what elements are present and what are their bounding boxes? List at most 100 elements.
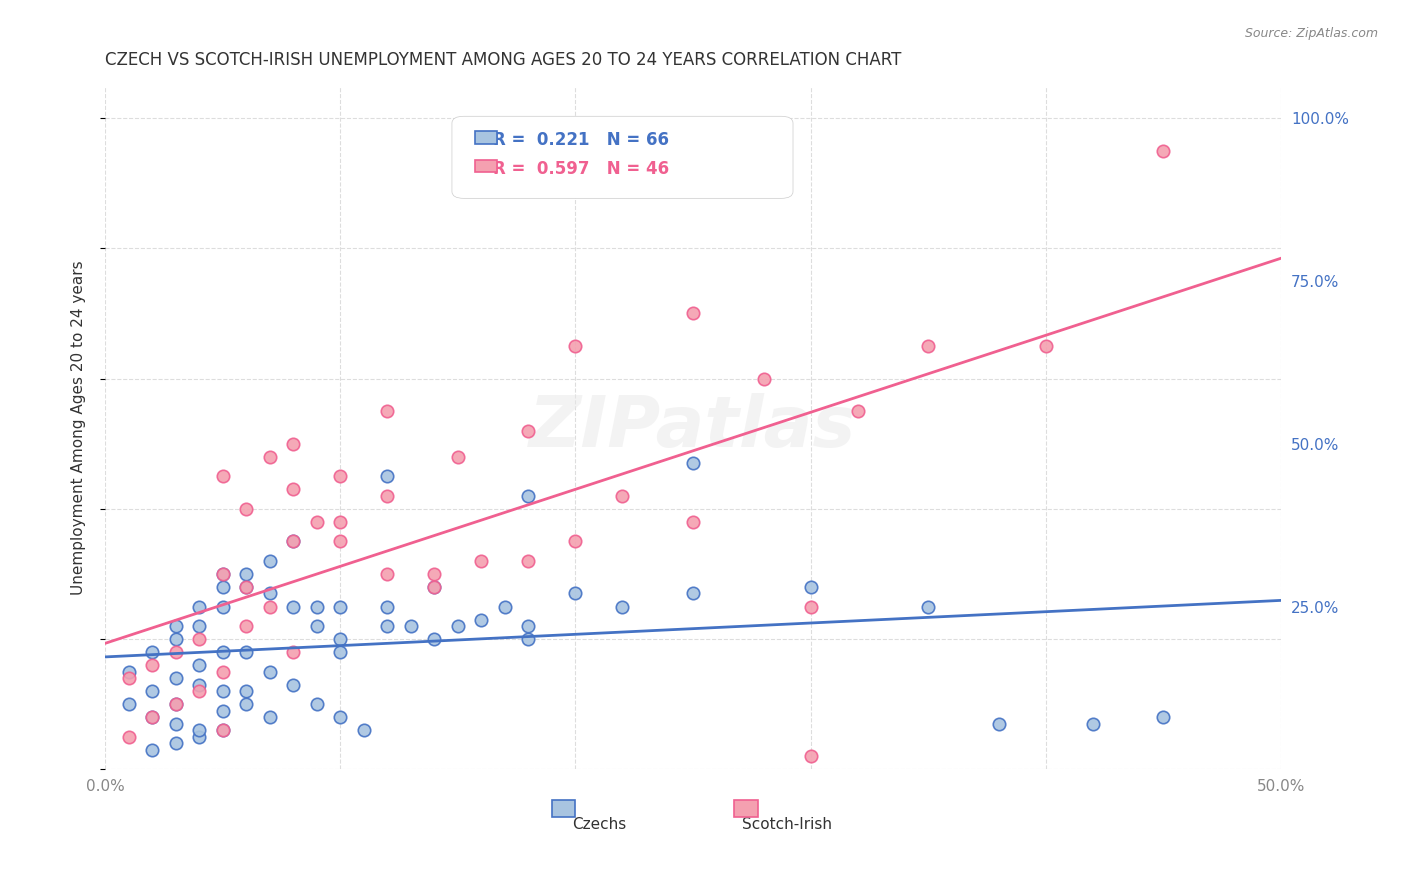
- Point: [375, 599, 398, 614]
- Point: [564, 534, 586, 549]
- Point: [165, 645, 187, 659]
- Point: [329, 710, 352, 724]
- Point: [117, 730, 139, 744]
- Point: [211, 599, 233, 614]
- Point: [329, 599, 352, 614]
- Point: [1153, 710, 1175, 724]
- Point: [117, 665, 139, 679]
- Point: [259, 586, 281, 600]
- Text: R =  0.597   N = 46: R = 0.597 N = 46: [494, 160, 669, 178]
- Point: [188, 723, 211, 738]
- FancyBboxPatch shape: [734, 800, 758, 817]
- Point: [283, 534, 305, 549]
- Point: [259, 665, 281, 679]
- Point: [375, 469, 398, 483]
- Point: [517, 424, 540, 438]
- Point: [235, 619, 257, 633]
- Text: CZECH VS SCOTCH-IRISH UNEMPLOYMENT AMONG AGES 20 TO 24 YEARS CORRELATION CHART: CZECH VS SCOTCH-IRISH UNEMPLOYMENT AMONG…: [105, 51, 901, 69]
- Point: [235, 684, 257, 698]
- Text: R =  0.221   N = 66: R = 0.221 N = 66: [494, 131, 669, 149]
- Point: [517, 554, 540, 568]
- Point: [517, 632, 540, 646]
- Point: [1035, 339, 1057, 353]
- Point: [165, 697, 187, 711]
- Point: [447, 619, 470, 633]
- Point: [141, 684, 163, 698]
- Point: [211, 566, 233, 581]
- Point: [1153, 144, 1175, 158]
- Point: [211, 684, 233, 698]
- Point: [211, 665, 233, 679]
- Point: [682, 586, 704, 600]
- Point: [259, 599, 281, 614]
- Point: [259, 450, 281, 464]
- Point: [470, 613, 492, 627]
- Point: [141, 710, 163, 724]
- Point: [305, 619, 328, 633]
- Point: [564, 586, 586, 600]
- Point: [987, 716, 1010, 731]
- Point: [211, 580, 233, 594]
- Point: [283, 678, 305, 692]
- Point: [612, 599, 634, 614]
- Point: [1081, 716, 1104, 731]
- Point: [399, 619, 422, 633]
- Point: [165, 716, 187, 731]
- Point: [800, 580, 823, 594]
- Point: [211, 723, 233, 738]
- Point: [141, 658, 163, 673]
- Point: [423, 580, 446, 594]
- Point: [682, 456, 704, 470]
- Point: [259, 554, 281, 568]
- Point: [375, 404, 398, 418]
- Point: [305, 599, 328, 614]
- Text: Source: ZipAtlas.com: Source: ZipAtlas.com: [1244, 27, 1378, 40]
- Point: [682, 515, 704, 529]
- Point: [235, 697, 257, 711]
- Point: [235, 580, 257, 594]
- Point: [305, 515, 328, 529]
- Point: [188, 730, 211, 744]
- Point: [612, 489, 634, 503]
- Point: [117, 697, 139, 711]
- Point: [235, 645, 257, 659]
- Point: [752, 371, 775, 385]
- Point: [305, 697, 328, 711]
- Point: [188, 632, 211, 646]
- Point: [447, 450, 470, 464]
- Point: [846, 404, 869, 418]
- Point: [259, 710, 281, 724]
- Point: [283, 599, 305, 614]
- Point: [917, 339, 939, 353]
- Point: [211, 704, 233, 718]
- Point: [283, 645, 305, 659]
- Point: [211, 469, 233, 483]
- Point: [165, 697, 187, 711]
- Point: [188, 599, 211, 614]
- Point: [141, 710, 163, 724]
- Point: [211, 645, 233, 659]
- Text: Czechs: Czechs: [572, 817, 626, 832]
- Point: [188, 678, 211, 692]
- Point: [517, 619, 540, 633]
- FancyBboxPatch shape: [475, 131, 496, 144]
- FancyBboxPatch shape: [451, 116, 793, 198]
- Point: [470, 554, 492, 568]
- Point: [375, 566, 398, 581]
- Point: [141, 645, 163, 659]
- FancyBboxPatch shape: [553, 800, 575, 817]
- Point: [329, 534, 352, 549]
- Point: [165, 619, 187, 633]
- Point: [165, 671, 187, 685]
- Point: [329, 515, 352, 529]
- Point: [283, 534, 305, 549]
- Point: [141, 743, 163, 757]
- Point: [165, 736, 187, 750]
- Point: [494, 599, 516, 614]
- Point: [283, 436, 305, 450]
- Text: ZIPatlas: ZIPatlas: [529, 392, 856, 462]
- Point: [283, 483, 305, 497]
- Point: [235, 566, 257, 581]
- FancyBboxPatch shape: [475, 160, 496, 172]
- Point: [188, 684, 211, 698]
